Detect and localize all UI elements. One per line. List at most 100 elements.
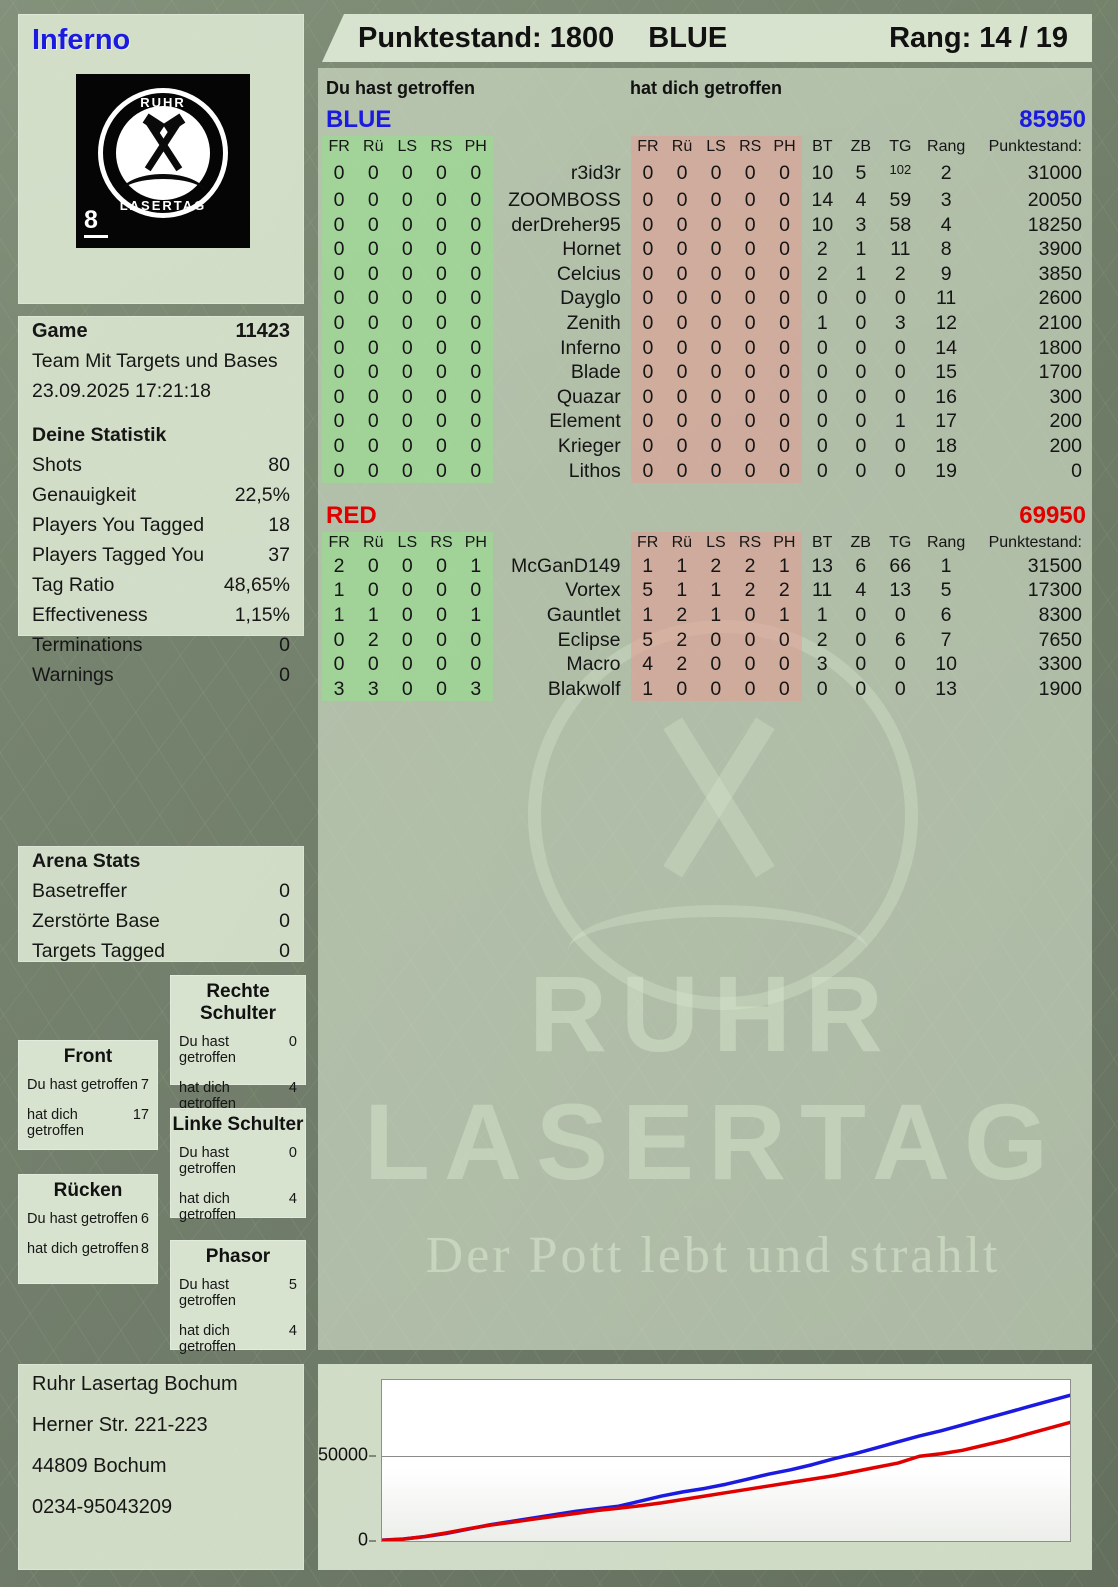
table-row[interactable]: 0 0 0 0 0 derDreher95 0 0 0 0 0 10 3 58 4 18250 xyxy=(322,212,1088,238)
table-header-row: FR Rü LS RS PH FR Rü LS RS PH BT ZB TG Rang Punktestan… xyxy=(322,136,1088,158)
stat-row: Terminations 0 xyxy=(18,630,304,660)
cell-tagged-you: 5 xyxy=(630,578,665,603)
cell-tagged-you: 2 xyxy=(664,652,699,677)
table-row[interactable]: 1 0 0 0 0 Vortex 5 1 1 2 2 11 4 13 5 17300 xyxy=(322,578,1088,603)
cell-bt: 14 xyxy=(811,189,834,212)
cell-tg: 0 xyxy=(894,653,906,676)
cell-tagged-you: 0 xyxy=(767,458,802,484)
col-header: Rü xyxy=(664,531,699,554)
chart-series-svg xyxy=(382,1393,1070,1541)
cell-player-name: Inferno xyxy=(560,336,621,359)
cell-player-name: r3id3r xyxy=(570,161,621,184)
cell-tg: 0 xyxy=(894,435,906,458)
stat-row: Genauigkeit 22,5% xyxy=(18,480,304,510)
col-header: Rang xyxy=(926,533,966,551)
cell-score: 31000 xyxy=(1027,161,1082,184)
cell-you-tagged: 1 xyxy=(356,602,391,628)
stat-row: Tag Ratio 48,65% xyxy=(18,570,304,600)
cell-rang: 2 xyxy=(940,161,952,184)
cell-tagged-you: 0 xyxy=(699,360,734,385)
table-row[interactable]: 0 0 0 0 0 Lithos 0 0 0 0 0 0 0 0 19 0 xyxy=(322,458,1088,484)
cell-you-tagged: 0 xyxy=(424,652,459,677)
game-mode: Team Mit Targets und Bases xyxy=(32,349,278,372)
cell-tagged-you: 0 xyxy=(699,409,734,435)
table-row[interactable]: 0 0 0 0 0 Quazar 0 0 0 0 0 0 0 0 16 300 xyxy=(322,384,1088,410)
table-row[interactable]: 1 1 0 0 1 Gauntlet 1 2 1 0 1 1 0 0 6 8300 xyxy=(322,602,1088,628)
cell-player-name: derDreher95 xyxy=(511,213,621,236)
table-row[interactable]: 0 0 0 0 0 Inferno 0 0 0 0 0 0 0 0 14 1800 xyxy=(322,335,1088,361)
cell-tagged-you: 1 xyxy=(698,602,733,628)
cell-tagged-you: 0 xyxy=(630,434,665,459)
table-row[interactable]: 0 0 0 0 0 Hornet 0 0 0 0 0 2 1 11 8 3900 xyxy=(322,237,1088,262)
chart-y-tick-label: 0 xyxy=(357,1529,377,1550)
cell-tagged-you: 0 xyxy=(698,676,733,702)
cell-zb: 4 xyxy=(855,579,867,602)
cell-zb: 0 xyxy=(855,336,867,359)
arena-stat-label: Zerstörte Base xyxy=(32,909,160,932)
cell-tagged-you: 1 xyxy=(630,602,665,628)
cell-you-tagged: 0 xyxy=(424,335,459,361)
table-row[interactable]: 0 0 0 0 0 r3id3r 0 0 0 0 0 10 5 102 2 31000 xyxy=(322,158,1088,189)
cell-player-name: Blakwolf xyxy=(547,677,621,700)
team-total-score: 85950 xyxy=(1019,106,1086,133)
cell-you-tagged: 0 xyxy=(390,311,425,336)
table-row[interactable]: 0 0 0 0 0 Zenith 0 0 0 0 0 1 0 3 12 2100 xyxy=(322,311,1088,336)
stat-row: Players You Tagged 18 xyxy=(18,510,304,540)
arena-stat-value: 0 xyxy=(279,939,290,962)
cell-tg: 0 xyxy=(894,287,906,310)
col-header: TG xyxy=(889,533,912,551)
table-row[interactable]: 0 0 0 0 0 ZOOMBOSS 0 0 0 0 0 14 4 59 3 20050 xyxy=(322,188,1088,213)
table-row[interactable]: 3 3 0 0 3 Blakwolf 1 0 0 0 0 0 0 0 13 1900 xyxy=(322,676,1088,702)
table-row[interactable]: 0 0 0 0 0 Element 0 0 0 0 0 0 0 1 17 200 xyxy=(322,409,1088,435)
cell-you-tagged: 0 xyxy=(424,627,459,653)
cell-you-tagged: 0 xyxy=(424,458,459,484)
stat-label: Players You Tagged xyxy=(32,513,205,536)
col-header: FR xyxy=(630,531,665,554)
cell-you-tagged: 0 xyxy=(390,384,425,410)
cell-player-name: Macro xyxy=(566,653,621,676)
cell-you-tagged: 0 xyxy=(322,652,357,677)
table-row[interactable]: 0 0 0 0 0 Dayglo 0 0 0 0 0 0 0 0 11 2600 xyxy=(322,286,1088,312)
hit-zone-you-tagged: Du hast getroffen 0 xyxy=(179,1145,297,1177)
arena-stat-row: Targets Tagged 0 xyxy=(18,936,304,966)
cell-you-tagged: 0 xyxy=(356,158,391,189)
cell-you-tagged: 0 xyxy=(458,652,493,677)
cell-tg: 6 xyxy=(894,628,906,651)
cell-tagged-you: 0 xyxy=(699,335,734,361)
cell-zb: 0 xyxy=(855,459,867,482)
cell-tagged-you: 0 xyxy=(630,360,665,385)
scoreboard-table-blue: FR Rü LS RS PH FR Rü LS RS PH BT ZB TG Rang Punktestan… xyxy=(322,136,1088,484)
cell-rang: 14 xyxy=(935,336,957,359)
table-row[interactable]: 0 0 0 0 0 Macro 4 2 0 0 0 3 0 0 10 3300 xyxy=(322,652,1088,677)
table-row[interactable]: 0 0 0 0 0 Blade 0 0 0 0 0 0 0 0 15 1700 xyxy=(322,360,1088,385)
col-header: PH xyxy=(458,531,493,554)
cell-rang: 8 xyxy=(940,238,952,261)
cell-tagged-you: 1 xyxy=(664,553,699,579)
chart-plot-area xyxy=(381,1379,1071,1542)
cell-you-tagged: 0 xyxy=(322,335,357,361)
cell-tagged-you: 4 xyxy=(630,652,665,677)
table-row[interactable]: 0 0 0 0 0 Celcius 0 0 0 0 0 2 1 2 9 3850 xyxy=(322,261,1088,287)
cell-you-tagged: 0 xyxy=(458,212,493,238)
header-score: Punktestand: 1800 xyxy=(358,21,615,54)
cell-bt: 1 xyxy=(816,603,828,626)
cell-tagged-you: 0 xyxy=(699,458,734,484)
cell-tagged-you: 0 xyxy=(664,158,700,189)
table-row[interactable]: 0 0 0 0 0 Krieger 0 0 0 0 0 0 0 0 18 200 xyxy=(322,434,1088,459)
table-row[interactable]: 0 2 0 0 0 Eclipse 5 2 0 0 0 2 0 6 7 7650 xyxy=(322,627,1088,653)
hit-zone-front: Front Du hast getroffen 7 hat dich getroffe… xyxy=(18,1040,158,1150)
address-line: Herner Str. 221-223 xyxy=(32,1414,208,1436)
cell-rang: 18 xyxy=(935,435,957,458)
cell-tagged-you: 0 xyxy=(767,212,802,238)
cell-tagged-you: 0 xyxy=(699,158,734,189)
venue-address-panel: Ruhr Lasertag Bochum Herner Str. 221-223 4… xyxy=(18,1364,304,1570)
cell-tagged-you: 0 xyxy=(630,237,665,262)
table-row[interactable]: 2 0 0 0 1 McGanD149 1 1 2 2 1 13 6 66 1 31500 xyxy=(322,553,1088,579)
cell-tagged-you: 2 xyxy=(664,602,699,628)
cell-you-tagged: 0 xyxy=(390,553,425,579)
header-team: BLUE xyxy=(648,21,728,54)
cell-rang: 5 xyxy=(940,579,952,602)
col-header: Punktestand: xyxy=(988,533,1082,551)
cell-you-tagged: 0 xyxy=(356,335,391,361)
cell-tagged-you: 0 xyxy=(733,384,768,410)
